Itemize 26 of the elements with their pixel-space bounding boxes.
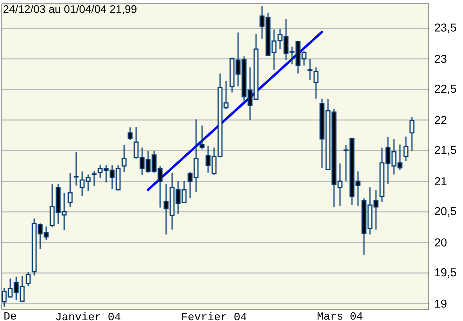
annotation: 24/12/03 au 01/04/04 21,99	[4, 5, 137, 15]
y-tick-label: 20,5	[435, 207, 456, 217]
x-tick-label: Mars 04	[318, 312, 363, 320]
y-tick-label: 19,5	[435, 268, 456, 278]
candlestick	[410, 116, 415, 152]
candlestick	[308, 58, 313, 82]
y-tick-label: 20	[435, 238, 447, 247]
y-tick-label: 22	[435, 116, 447, 124]
candlestick	[200, 125, 205, 150]
candlestick	[68, 172, 73, 208]
candlestick	[74, 152, 79, 186]
y-tick-label: 22,5	[435, 84, 456, 94]
candlestick	[26, 272, 31, 287]
y-tick-label: 23,5	[435, 24, 456, 34]
candlestick	[314, 67, 319, 100]
y-tick-label: 19	[435, 300, 447, 308]
candlestick	[128, 127, 133, 142]
x-tick-label: Janvier 04	[56, 312, 121, 321]
candlestick	[92, 170, 97, 187]
y-tick-label: 21	[435, 177, 447, 186]
x-tick-label: De	[4, 312, 16, 320]
y-tick-label: 21,5	[435, 146, 456, 156]
candlestick	[122, 144, 127, 173]
x-tick-label: Fevrier 04	[182, 312, 247, 321]
y-tick-label: 23	[435, 55, 447, 64]
candlestick	[404, 136, 409, 162]
